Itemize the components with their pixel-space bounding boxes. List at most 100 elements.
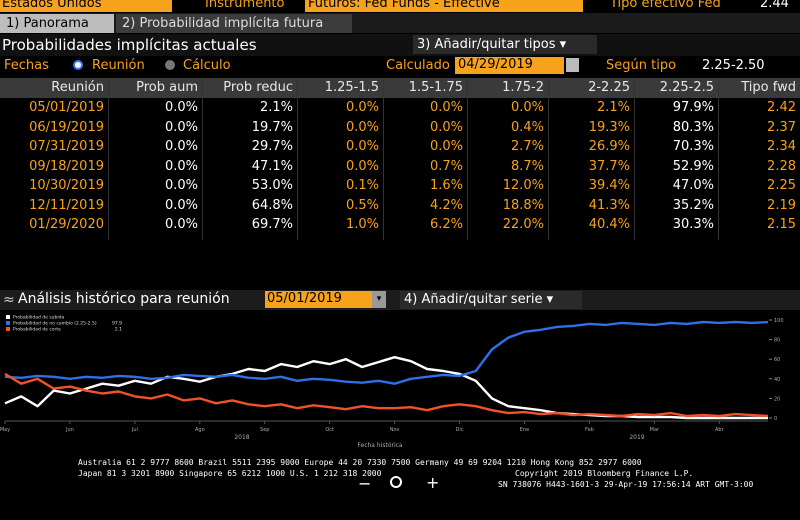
rate: 2.44 [760,0,789,11]
instrument-select[interactable]: Futuros: Fed Funds - Effective [305,0,583,12]
table-cell: 2.34 [767,139,796,154]
table-header [0,78,800,98]
legend-value: 2.1 [115,327,122,333]
table-cell: 1.6% [429,178,463,193]
table-cell: 0.0% [164,139,198,154]
table-cell: 0.1% [345,178,379,193]
series-line [4,320,769,385]
y-tick-label: 0 [774,416,777,422]
table-cell: 0.0% [164,217,198,232]
column-header: 2-2.25 [588,80,630,95]
add-remove-series[interactable]: 4) Añadir/quitar serie ▾ [400,291,582,309]
x-tick-label: Jun [65,427,74,433]
dates-label: Fechas [4,58,49,73]
table-cell: 6.2% [429,217,463,232]
table-cell: 22.0% [502,217,544,232]
table-cell: 12/11/2019 [29,197,104,213]
legend-swatch [6,315,10,319]
table-cell: 0.4% [510,119,544,135]
radio-selected[interactable] [73,60,83,70]
table-cell: 18.8% [502,197,544,213]
footer-line: Japan 81 3 3201 8900 Singapore 65 6212 1… [78,469,382,478]
country: Estados Unidos [2,0,102,11]
column-header: 1.25-1.5 [324,80,379,95]
zoom-out[interactable]: − [358,474,372,493]
table-cell: 2.37 [767,119,796,135]
column-separator [718,78,719,240]
column-header: Reunión [51,80,104,95]
table-cell: 2.28 [767,158,796,174]
zoom-icon[interactable] [390,476,402,488]
radio[interactable] [165,60,175,70]
tab[interactable]: 2) Probabilidad implícita futura [116,14,352,33]
meeting: 05/01/2019 [267,291,342,306]
column-header: Tipo fwd [741,80,796,95]
table-cell: 70.3% [672,139,714,154]
column-separator [467,78,468,240]
y-tick-label: 100 [774,318,784,324]
instrument-label: Instrumento [205,0,285,11]
footer-line: Australia 61 2 9777 8600 Brazil 5511 239… [78,458,642,467]
table-cell: 19.3% [588,119,630,135]
button-label: 4) Añadir/quitar serie [404,292,543,307]
column-separator [202,78,203,240]
table-cell: 10/30/2019 [29,178,104,193]
table-cell: 0.0% [164,100,198,115]
table-cell: 47.0% [672,178,714,193]
table-cell: 0.0% [164,178,198,193]
table-cell: 64.8% [251,197,293,213]
copyright: Copyright 2019 Bloomberg Finance L.P. [515,469,694,478]
column-separator [297,78,298,240]
y-tick-label: 80 [774,338,780,344]
table-cell: 2.1% [259,100,293,115]
column-header: 2.25-2.5 [659,80,714,95]
meeting-input[interactable]: 05/01/2019 [265,291,373,308]
table-cell: 0.0% [429,119,463,135]
table-cell: 97.9% [672,100,714,115]
x-tick-label: Nov [390,427,400,433]
zoom-in[interactable]: + [426,473,440,492]
table-cell: 52.9% [672,158,714,174]
tab-label: 1) Panorama [6,16,89,31]
table-cell: 29.7% [251,139,293,154]
legend-label: Probabilidad de corte [13,327,61,333]
table-cell: 30.3% [672,217,714,232]
series-line [4,356,768,420]
x-tick-label: Oct [325,427,334,433]
option-calc: Cálculo [183,58,231,73]
legend-swatch [6,327,10,331]
table-cell: 69.7% [251,217,293,232]
table-cell: 0.0% [164,119,198,135]
tab-label: 2) Probabilidad implícita futura [122,16,324,31]
dropdown-arrow[interactable]: ▾ [372,291,386,308]
series-line [4,372,769,418]
column-separator [548,78,549,240]
legend-swatch [6,321,10,325]
column-separator [634,78,635,240]
column-header: Prob aum [136,80,198,95]
collapse-icon[interactable]: ≈ [3,292,15,308]
table-cell: 09/18/2019 [29,158,104,174]
table-cell: 0.0% [164,197,198,213]
legend-label: Probabilidad de subida [13,315,64,321]
x-tick-label: Abr [715,427,725,433]
y-tick-label: 60 [774,357,780,363]
table-cell: 2.19 [767,197,796,213]
add-remove-button[interactable]: 3) Añadir/quitar tipos ▾ [413,35,597,54]
tab[interactable]: 1) Panorama [0,14,114,33]
table-cell: 0.0% [164,158,198,174]
table-cell: 0.0% [510,100,544,115]
table-cell: 0.0% [429,139,463,154]
table-cell: 12.0% [502,178,544,193]
table-cell: 2.42 [767,100,796,115]
chart: Fecha histórica 2018 2019 0 20 40 60 80 100 Ma… [0,315,784,450]
calendar-icon[interactable] [566,58,579,72]
table-cell: 37.7% [588,158,630,174]
section-title: Probabilidades implícitas actuales [2,36,257,54]
table-cell: 0.5% [345,197,379,213]
year-label: 2019 [629,434,644,441]
country-select[interactable]: Estados Unidos [0,0,172,12]
date-input[interactable]: 04/29/2019 [455,57,564,74]
table-cell: 0.0% [429,100,463,115]
